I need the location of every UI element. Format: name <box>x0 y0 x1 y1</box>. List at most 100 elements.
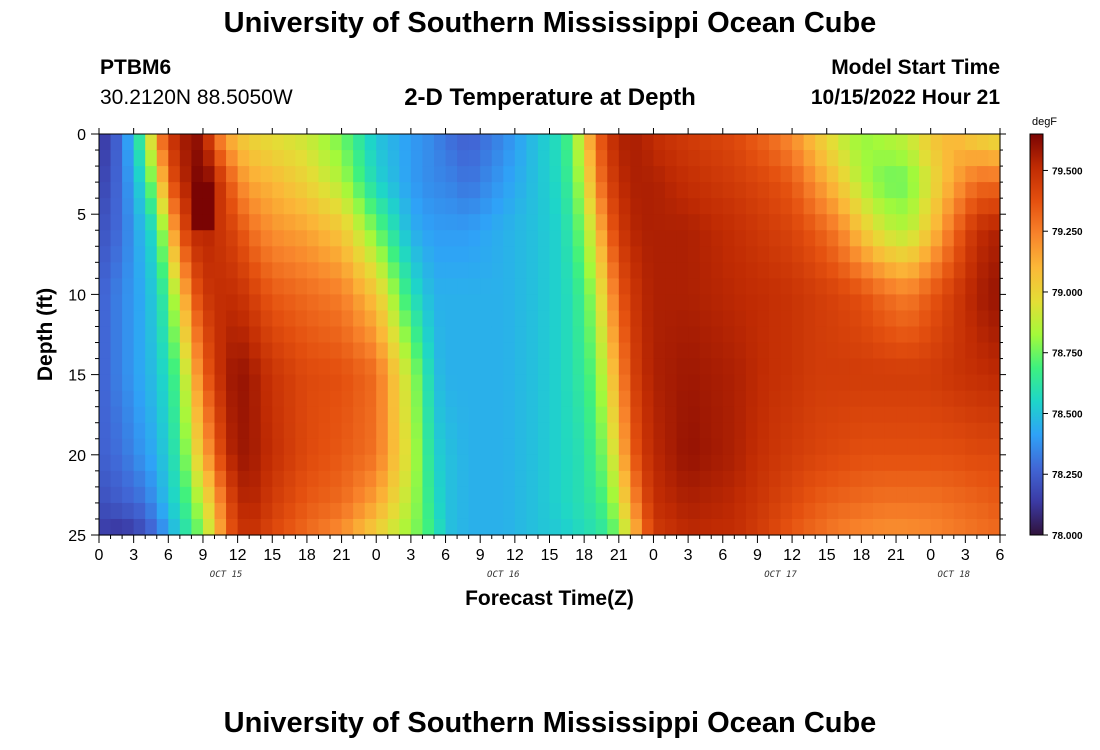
heatmap-cell <box>849 182 862 199</box>
heatmap-cell <box>768 166 782 183</box>
heatmap-cell <box>491 182 504 199</box>
heatmap-cell <box>641 358 655 376</box>
heatmap-cell <box>942 262 955 279</box>
heatmap-cell <box>179 326 193 344</box>
heatmap-cell <box>688 166 701 183</box>
heatmap-cell <box>399 182 412 199</box>
heatmap-cell <box>792 390 805 408</box>
heatmap-cell <box>745 486 759 504</box>
heatmap-cell <box>907 278 920 295</box>
heatmap-cell <box>745 166 759 183</box>
heatmap-cell <box>168 518 181 536</box>
heatmap-cell <box>641 278 655 295</box>
heatmap-cell <box>422 198 435 215</box>
heatmap-cell <box>595 310 608 328</box>
heatmap-cell <box>826 358 839 376</box>
heatmap-cell <box>803 518 816 536</box>
heatmap-cell <box>976 454 990 472</box>
heatmap-cell <box>237 230 250 247</box>
heatmap-cell <box>295 278 308 295</box>
heatmap-cell <box>341 470 354 488</box>
heatmap-cell <box>480 406 493 424</box>
heatmap-cell <box>526 358 539 376</box>
heatmap-cell <box>907 518 920 536</box>
heatmap-cell <box>179 422 193 440</box>
heatmap-cell <box>537 422 551 440</box>
heatmap-cell <box>745 358 759 376</box>
heatmap-cell <box>399 326 412 344</box>
heatmap-cell <box>168 134 181 151</box>
colorbar-tick-label: 78.500 <box>1052 409 1083 420</box>
heatmap-cell <box>376 470 389 488</box>
heatmap-cell <box>145 406 158 424</box>
heatmap-cell <box>884 246 897 263</box>
heatmap-cell <box>699 438 712 456</box>
heatmap-cell <box>260 374 273 392</box>
heatmap-cell <box>457 182 470 199</box>
heatmap-cell <box>745 454 759 472</box>
heatmap-cell <box>630 182 643 199</box>
heatmap-cell <box>214 358 227 376</box>
heatmap-cell <box>99 518 112 536</box>
heatmap-cell <box>445 182 458 199</box>
heatmap-cell <box>722 518 735 536</box>
heatmap-cell <box>526 422 539 440</box>
heatmap-cell <box>572 310 585 328</box>
heatmap-cell <box>503 502 516 520</box>
heatmap-cell <box>237 454 250 472</box>
heatmap-cell <box>803 438 816 456</box>
heatmap-cell <box>191 150 204 167</box>
heatmap-cell <box>237 438 250 456</box>
heatmap-cell <box>953 342 966 360</box>
heatmap-cell <box>330 470 343 488</box>
heatmap-cell <box>306 150 320 167</box>
heatmap-cell <box>283 486 296 504</box>
heatmap-cell <box>376 374 389 392</box>
heatmap-cell <box>722 294 735 312</box>
heatmap-cell <box>561 246 574 263</box>
heatmap-cell <box>480 374 493 392</box>
heatmap-cell <box>768 422 782 440</box>
heatmap-cell <box>433 342 447 360</box>
heatmap-cell <box>768 198 782 215</box>
heatmap-cell <box>953 182 966 199</box>
heatmap-cell <box>122 502 135 520</box>
heatmap-cell <box>376 342 389 360</box>
x-tick-label: 15 <box>818 547 836 564</box>
heatmap-cell <box>549 150 562 167</box>
heatmap-cell <box>260 502 273 520</box>
heatmap-cell <box>468 230 481 247</box>
heatmap-cell <box>306 246 320 263</box>
heatmap-cell <box>537 166 551 183</box>
heatmap-cell <box>537 486 551 504</box>
heatmap-cell <box>387 454 400 472</box>
heatmap-cell <box>214 342 227 360</box>
heatmap-cell <box>156 198 169 215</box>
heatmap-cell <box>734 374 747 392</box>
heatmap-cell <box>341 502 354 520</box>
heatmap-cell <box>815 262 828 279</box>
heatmap-cell <box>919 374 932 392</box>
heatmap-cell <box>491 294 504 312</box>
heatmap-cell <box>815 470 828 488</box>
heatmap-cell <box>803 374 816 392</box>
heatmap-cell <box>341 342 354 360</box>
heatmap-cell <box>537 438 551 456</box>
heatmap-cell <box>514 406 527 424</box>
heatmap-cell <box>376 246 389 263</box>
heatmap-cell <box>457 198 470 215</box>
heatmap-cell <box>179 262 193 279</box>
heatmap-cell <box>607 470 620 488</box>
heatmap-cell <box>272 406 285 424</box>
heatmap-cell <box>630 246 643 263</box>
heatmap-cell <box>468 374 481 392</box>
heatmap-cell <box>884 230 897 247</box>
heatmap-cell <box>549 294 562 312</box>
heatmap-cell <box>965 390 978 408</box>
heatmap-cell <box>745 470 759 488</box>
heatmap-cell <box>387 150 400 167</box>
heatmap-cell <box>607 310 620 328</box>
heatmap-cell <box>896 166 909 183</box>
heatmap-cell <box>595 246 608 263</box>
heatmap-cell <box>711 230 724 247</box>
